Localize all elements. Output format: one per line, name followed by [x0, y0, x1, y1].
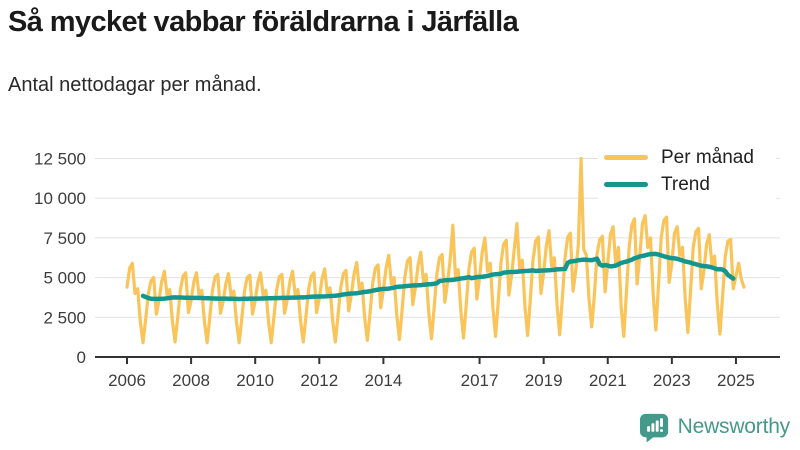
brand-name: Newsworthy — [677, 415, 791, 438]
per-manad-line — [125, 156, 746, 345]
chart-legend: Per månad Trend — [598, 142, 776, 202]
per-manad-line-swatch — [604, 155, 648, 160]
newsworthy-bubble-bar-chart-icon — [639, 413, 668, 442]
x-tick-label: 2023 — [653, 371, 691, 390]
x-tick-label: 2012 — [300, 371, 338, 390]
trend-line-swatch — [604, 182, 648, 187]
trend-line — [140, 251, 736, 302]
x-tick-label: 2006 — [108, 371, 146, 390]
page-title: Så mycket vabbar föräldrarna i Järfälla — [8, 6, 519, 38]
legend-label: Trend — [661, 173, 710, 195]
x-tick-label: 2014 — [364, 371, 402, 390]
x-tick-label: 2025 — [717, 371, 755, 390]
y-tick-label: 12 500 — [34, 150, 86, 169]
legend-item-per-manad: Per månad — [604, 144, 770, 171]
y-tick-label: 0 — [77, 348, 86, 367]
y-tick-label: 2 500 — [43, 308, 86, 327]
y-tick-label: 7 500 — [43, 229, 86, 248]
x-tick-label: 2008 — [172, 371, 210, 390]
y-tick-label: 5 000 — [43, 269, 86, 288]
x-tick-label: 2010 — [236, 371, 274, 390]
y-tick-label: 10 000 — [34, 189, 86, 208]
page-subtitle: Antal nettodagar per månad. — [8, 74, 262, 96]
newsworthy-brand: Newsworthy — [639, 412, 791, 442]
legend-item-trend: Trend — [604, 171, 770, 198]
x-tick-label: 2019 — [525, 371, 563, 390]
legend-label: Per månad — [661, 146, 754, 168]
x-tick-label: 2017 — [461, 371, 499, 390]
x-tick-label: 2021 — [589, 371, 627, 390]
